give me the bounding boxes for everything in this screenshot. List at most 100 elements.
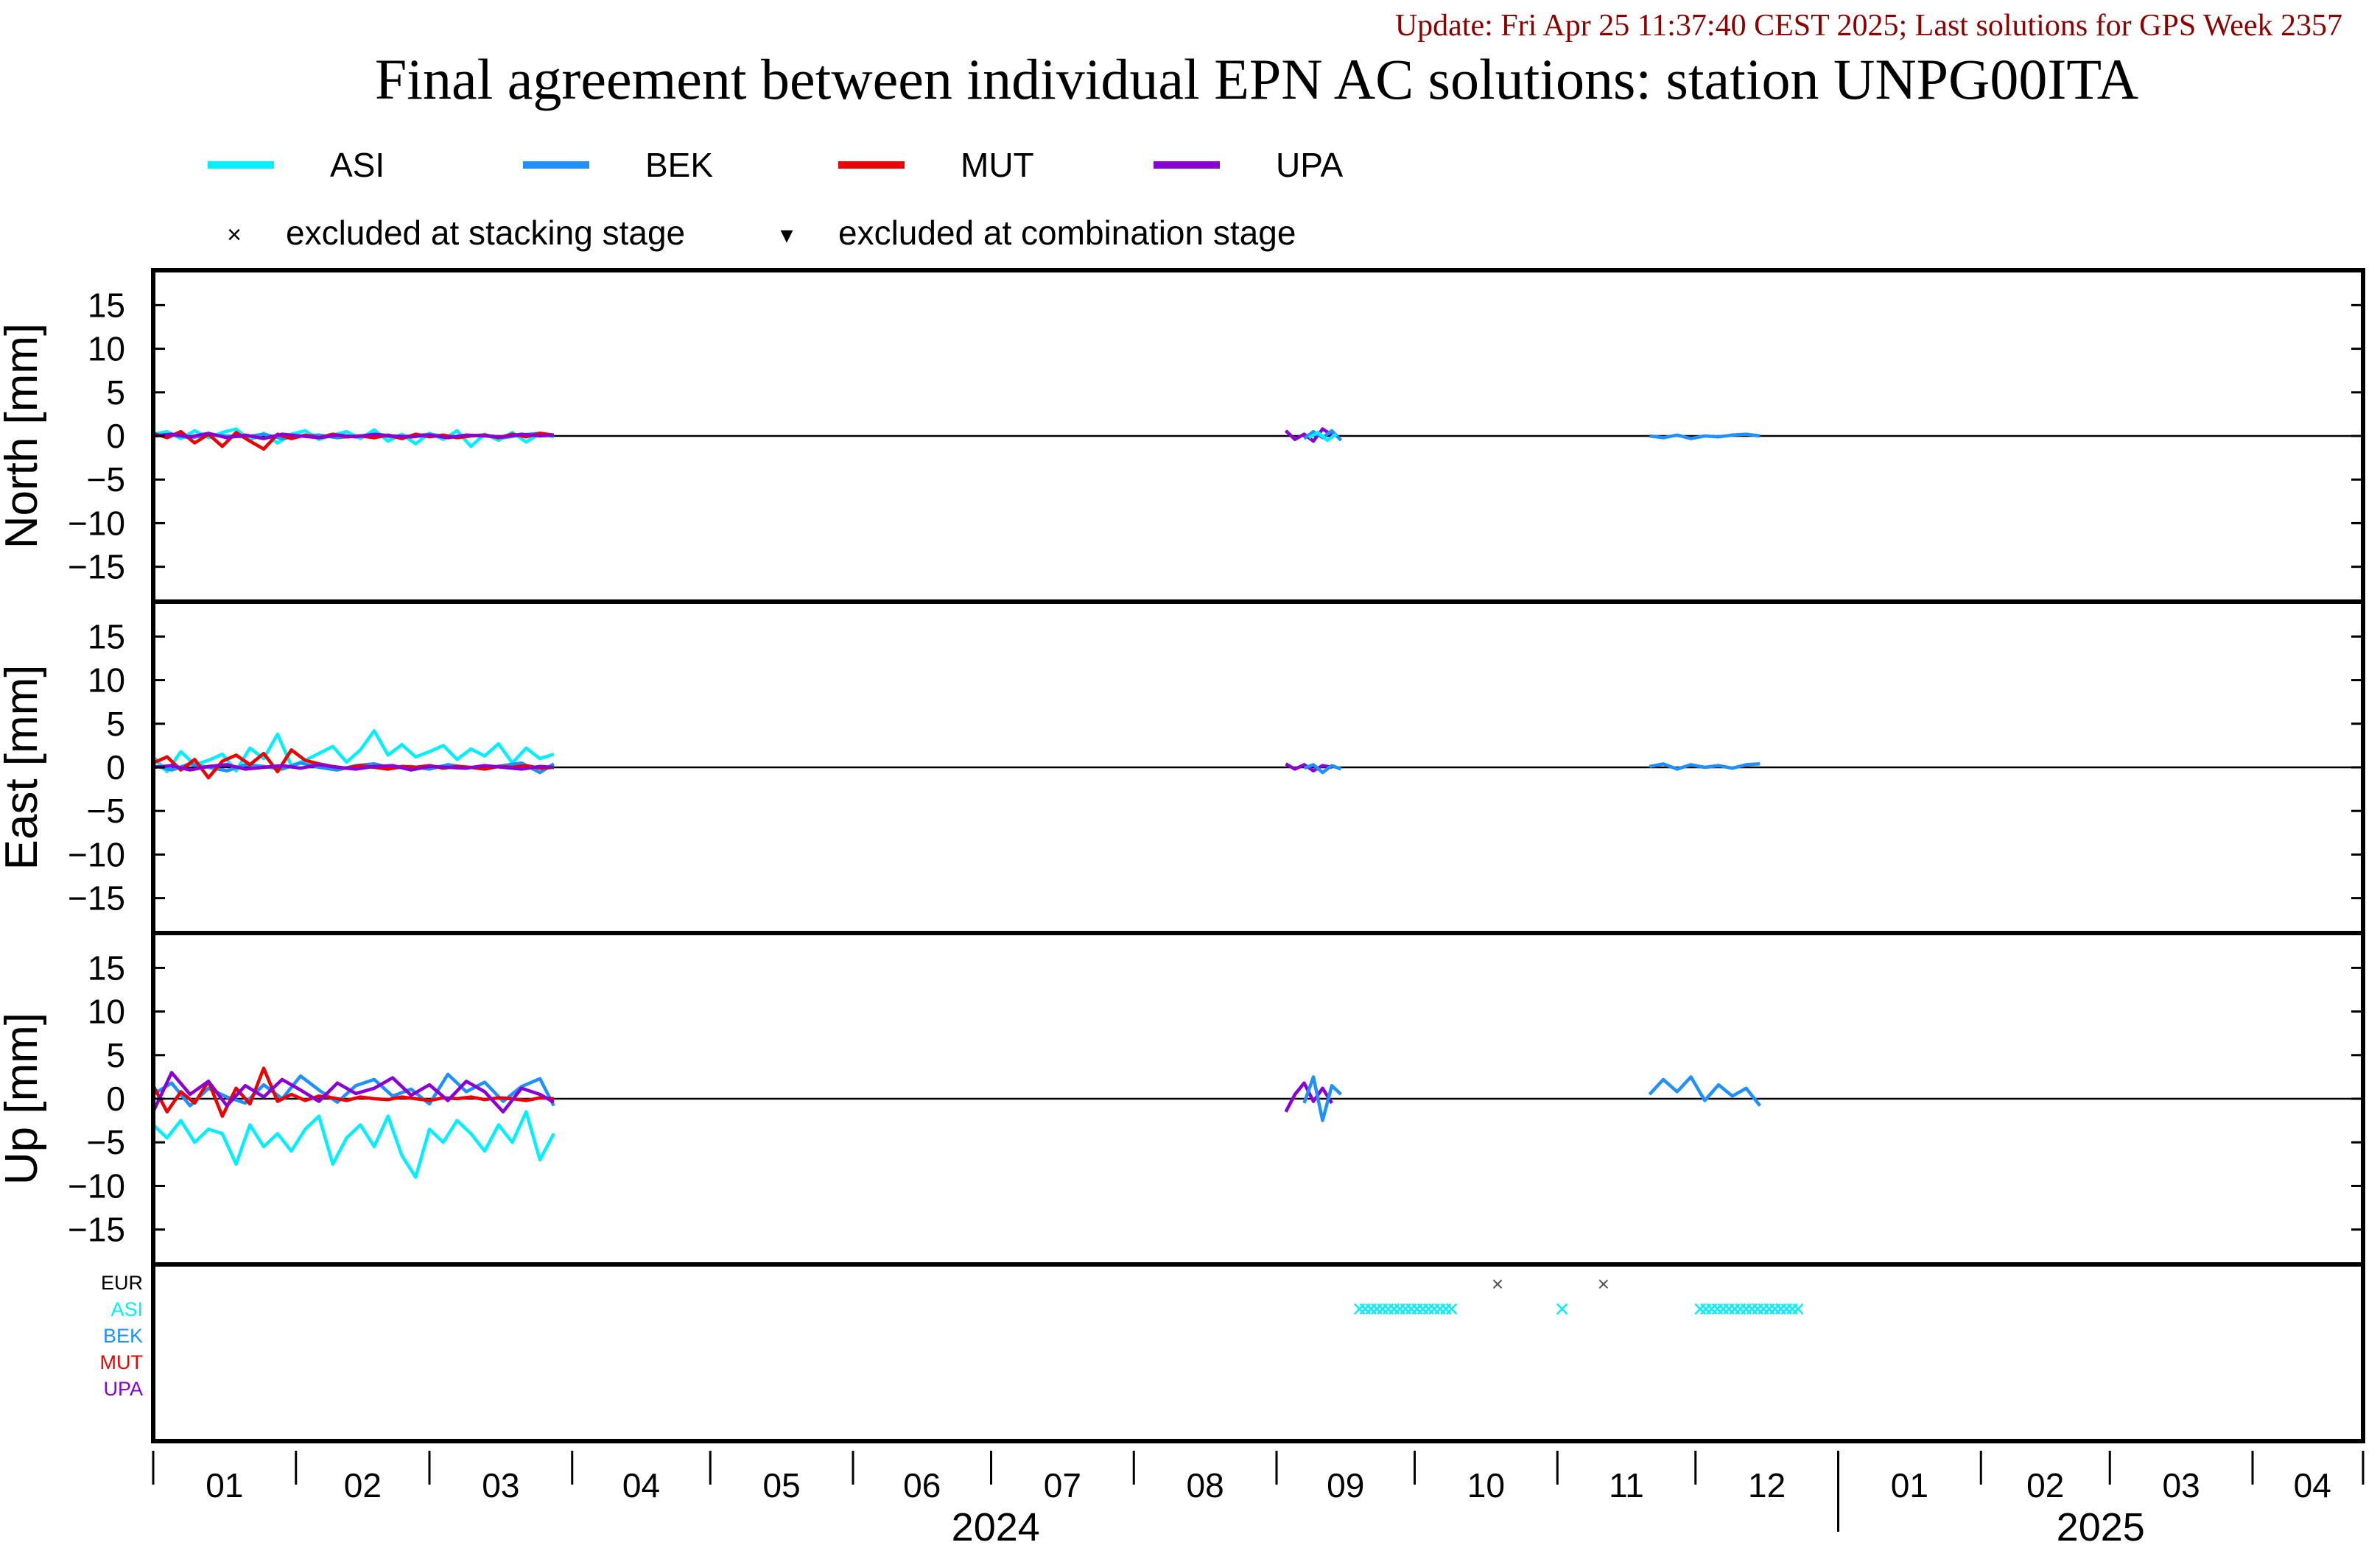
exclusion-marker-asi-3-12: × bbox=[1421, 1295, 1436, 1323]
panel-east: 15 10 5 0 −5 −10 −15 East [mm] bbox=[0, 599, 2365, 935]
series-line-up-upa-3 bbox=[151, 1071, 555, 1114]
xtick-label-13: 02 bbox=[2026, 1466, 2064, 1504]
chart-title: Final agreement between individual EPN A… bbox=[375, 47, 2138, 111]
ytick-label-north-4: −5 bbox=[87, 460, 125, 499]
legend-label-mut: MUT bbox=[961, 146, 1034, 184]
xtick-label-15: 04 bbox=[2294, 1466, 2331, 1504]
exclusion-marker-asi-4-16: × bbox=[1785, 1295, 1800, 1323]
ytick-label-north-2: 5 bbox=[106, 373, 125, 412]
exclusion-marker-asi-3-6: × bbox=[1386, 1295, 1401, 1323]
ytick-label-east-6: −15 bbox=[68, 879, 125, 918]
exclusion-marker-asi-3-13: × bbox=[1427, 1295, 1442, 1323]
panel-frame-exclusions bbox=[151, 1262, 2365, 1443]
exclusion-marker-eur-0-0: × bbox=[1492, 1273, 1503, 1295]
exclusion-marker-asi-3-8: × bbox=[1398, 1295, 1413, 1323]
series-line-east-upa-3 bbox=[152, 763, 554, 772]
exclusion-marker-asi-4-17: × bbox=[1791, 1295, 1805, 1323]
series-line-east-bek-6 bbox=[1649, 762, 1761, 771]
series-line-east-asi-0 bbox=[152, 729, 555, 774]
xtick-label-9: 10 bbox=[1467, 1466, 1505, 1504]
ytick-label-up-4: −5 bbox=[87, 1123, 125, 1161]
exclusion-marker-asi-4-8: × bbox=[1739, 1295, 1754, 1323]
exclusion-marker-asi-3-5: × bbox=[1381, 1295, 1396, 1323]
plot-panels: 15 10 5 0 −5 −10 −15 North [mm] 15 10 5 0 −5 −10 −15 Ea… bbox=[0, 268, 2365, 1443]
legend-marker-symbol-1: × bbox=[227, 221, 242, 249]
xtick-label-4: 05 bbox=[763, 1466, 801, 1504]
exclusion-marker-asi-4-2: × bbox=[1705, 1295, 1719, 1323]
ytick-label-east-4: −5 bbox=[87, 792, 125, 830]
series-line-up-bek-5 bbox=[1302, 1075, 1343, 1122]
exclusion-marker-asi-3-10: × bbox=[1410, 1295, 1425, 1323]
exclusion-marker-asi-4-14: × bbox=[1773, 1295, 1788, 1323]
series-line-east-bek-5 bbox=[1303, 763, 1342, 775]
xtick-label-11: 12 bbox=[1748, 1466, 1786, 1504]
ytick-label-east-5: −10 bbox=[68, 835, 125, 873]
ytick-label-east-1: 10 bbox=[88, 661, 125, 700]
panel-up: 15 10 5 0 −5 −10 −15 Up [mm] bbox=[0, 931, 2365, 1267]
xtick-label-10: 11 bbox=[1609, 1466, 1644, 1504]
year-label-2024: 2024 bbox=[952, 1505, 1040, 1545]
exclusion-marker-asi-3-2: × bbox=[1363, 1295, 1378, 1323]
exclusion-marker-eur-1-0: × bbox=[1598, 1273, 1610, 1295]
series-line-up-bek-1 bbox=[152, 1072, 555, 1108]
series-line-up-bek-6 bbox=[1648, 1075, 1762, 1107]
exclusion-marker-asi-4-0: × bbox=[1693, 1295, 1707, 1323]
series-group-up bbox=[151, 1066, 1762, 1179]
exclusion-marker-asi-3-16: × bbox=[1445, 1295, 1459, 1323]
xtick-label-7: 08 bbox=[1187, 1466, 1224, 1504]
exclusion-marker-asi-3-0: × bbox=[1352, 1295, 1367, 1323]
exclusion-marker-asi-4-10: × bbox=[1750, 1295, 1765, 1323]
ytick-label-up-6: −15 bbox=[68, 1211, 125, 1249]
exclusion-marker-asi-4-11: × bbox=[1756, 1295, 1771, 1323]
series-line-north-upa-3 bbox=[152, 432, 554, 440]
ytick-label-north-3: 0 bbox=[106, 417, 125, 455]
exclusion-marker-asi-3-14: × bbox=[1433, 1295, 1447, 1323]
xtick-label-6: 07 bbox=[1044, 1466, 1081, 1504]
exclusion-row-label-mut: MUT bbox=[100, 1351, 143, 1373]
ytick-label-north-6: −15 bbox=[68, 548, 125, 586]
ytick-label-east-3: 0 bbox=[106, 748, 125, 786]
ytick-label-north-1: 10 bbox=[88, 330, 125, 368]
xtick-label-3: 04 bbox=[622, 1466, 660, 1504]
x-axis: 01 02 03 04 05 06 07 08 09 10 11 12 01 02 03 04 2024 2025 bbox=[152, 1451, 2365, 1545]
ytick-label-up-3: 0 bbox=[106, 1080, 125, 1118]
update-timestamp: Update: Fri Apr 25 11:37:40 CEST 2025; L… bbox=[1395, 9, 2342, 43]
series-line-north-bek-7 bbox=[1649, 432, 1761, 440]
series-line-north-asi-6 bbox=[1307, 431, 1338, 443]
exclusion-marker-asi-3-1: × bbox=[1358, 1295, 1372, 1323]
exclusion-marker-asi-3-4: × bbox=[1375, 1295, 1390, 1323]
legend-marker-label-2: excluded at combination stage bbox=[838, 214, 1296, 252]
exclusion-marker-asi-4-4: × bbox=[1716, 1295, 1730, 1323]
exclusion-marker-asi-4-15: × bbox=[1779, 1295, 1794, 1323]
exclusion-row-label-upa: UPA bbox=[103, 1378, 143, 1400]
legend-label-upa: UPA bbox=[1276, 146, 1343, 184]
series-line-up-mut-2 bbox=[152, 1066, 554, 1118]
exclusion-marker-asi-3-11: × bbox=[1416, 1295, 1431, 1323]
exclusion-marker-asi-4-13: × bbox=[1768, 1295, 1783, 1323]
ylabel-north: North [mm] bbox=[0, 323, 47, 549]
exclusion-marker-asi-2-0: × bbox=[1555, 1295, 1570, 1323]
xtick-label-8: 09 bbox=[1327, 1466, 1364, 1504]
exclusion-marker-asi-4-5: × bbox=[1721, 1295, 1736, 1323]
ytick-label-east-2: 5 bbox=[106, 705, 125, 743]
exclusion-row-label-eur: EUR bbox=[101, 1272, 143, 1294]
series-line-up-asi-0 bbox=[152, 1110, 555, 1179]
exclusion-marker-asi-3-9: × bbox=[1404, 1295, 1419, 1323]
series-group-east bbox=[152, 729, 1761, 780]
ytick-label-east-0: 15 bbox=[88, 617, 125, 655]
xtick-label-14: 03 bbox=[2163, 1466, 2200, 1504]
legend-marker-label-1: excluded at stacking stage bbox=[286, 214, 685, 252]
legend-marker-symbol-2: ▾ bbox=[780, 221, 793, 249]
exclusion-marker-asi-4-6: × bbox=[1727, 1295, 1742, 1323]
legend-label-asi: ASI bbox=[330, 146, 385, 184]
xtick-label-5: 06 bbox=[903, 1466, 941, 1504]
ytick-label-north-5: −10 bbox=[68, 504, 125, 542]
year-label-2025: 2025 bbox=[2057, 1505, 2145, 1545]
series-group-north bbox=[152, 427, 1761, 451]
ytick-label-up-1: 10 bbox=[88, 993, 125, 1031]
panel-north: 15 10 5 0 −5 −10 −15 North [mm] bbox=[0, 268, 2365, 604]
exclusion-marker-asi-3-7: × bbox=[1392, 1295, 1407, 1323]
exclusion-marker-asi-3-3: × bbox=[1369, 1295, 1384, 1323]
xtick-label-0: 01 bbox=[206, 1466, 243, 1504]
